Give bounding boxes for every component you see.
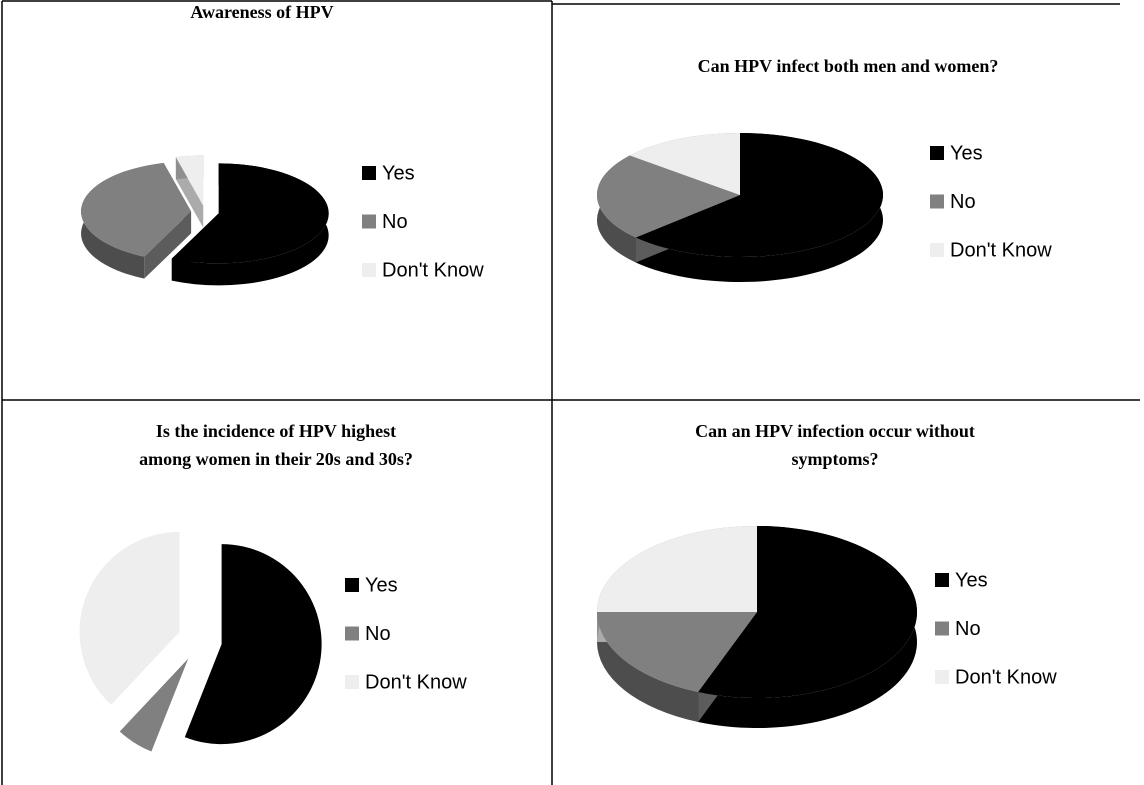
chart-title: Is the incidence of HPV highest [156, 421, 396, 441]
slice-side [597, 612, 699, 722]
legend-label: No [950, 191, 976, 213]
legend-swatch [362, 166, 376, 180]
chart-title: Can HPV infect both men and women? [698, 56, 999, 76]
pie-slice [79, 531, 180, 705]
pie-slice [597, 155, 740, 238]
legend-swatch [345, 578, 359, 592]
legend-swatch [930, 243, 944, 257]
chart-title: among women in their 20s and 30s? [139, 449, 413, 469]
slice-side [635, 133, 883, 282]
legend-swatch [362, 214, 376, 229]
legend-swatch [930, 146, 944, 160]
legend-swatch [930, 194, 944, 209]
legend-label: Yes [382, 162, 415, 184]
pie-slice [635, 133, 883, 257]
legend-swatch [935, 573, 949, 587]
legend-label: Yes [950, 142, 983, 164]
pie-slice [184, 544, 322, 745]
chart-title: Can an HPV infection occur without [695, 421, 975, 441]
legend-label: No [382, 211, 408, 233]
pie-slice [171, 163, 329, 264]
legend-label: Yes [955, 569, 988, 591]
legend-label: Don't Know [950, 239, 1052, 261]
legend-label: Yes [365, 574, 398, 596]
legend-label: Don't Know [365, 671, 467, 693]
pie-slice [597, 612, 757, 692]
legend-swatch [362, 263, 376, 277]
legend-swatch [935, 670, 949, 684]
chart-title: Awareness of HPV [190, 2, 333, 22]
legend-label: Don't Know [955, 666, 1057, 688]
pie-slice [175, 155, 204, 206]
legend-swatch [935, 621, 949, 636]
pie-slice [629, 133, 740, 195]
legend-swatch [345, 626, 359, 641]
slice-side [144, 211, 192, 279]
legend-label: Don't Know [382, 259, 484, 281]
legend-swatch [345, 675, 359, 689]
chart-title: symptoms? [791, 449, 878, 469]
pie-slice [698, 526, 918, 699]
pie-slice [119, 658, 189, 752]
legend-label: No [955, 618, 981, 640]
legend-label: No [365, 623, 391, 645]
pie-slice [597, 526, 757, 612]
pie-slice [81, 162, 192, 257]
